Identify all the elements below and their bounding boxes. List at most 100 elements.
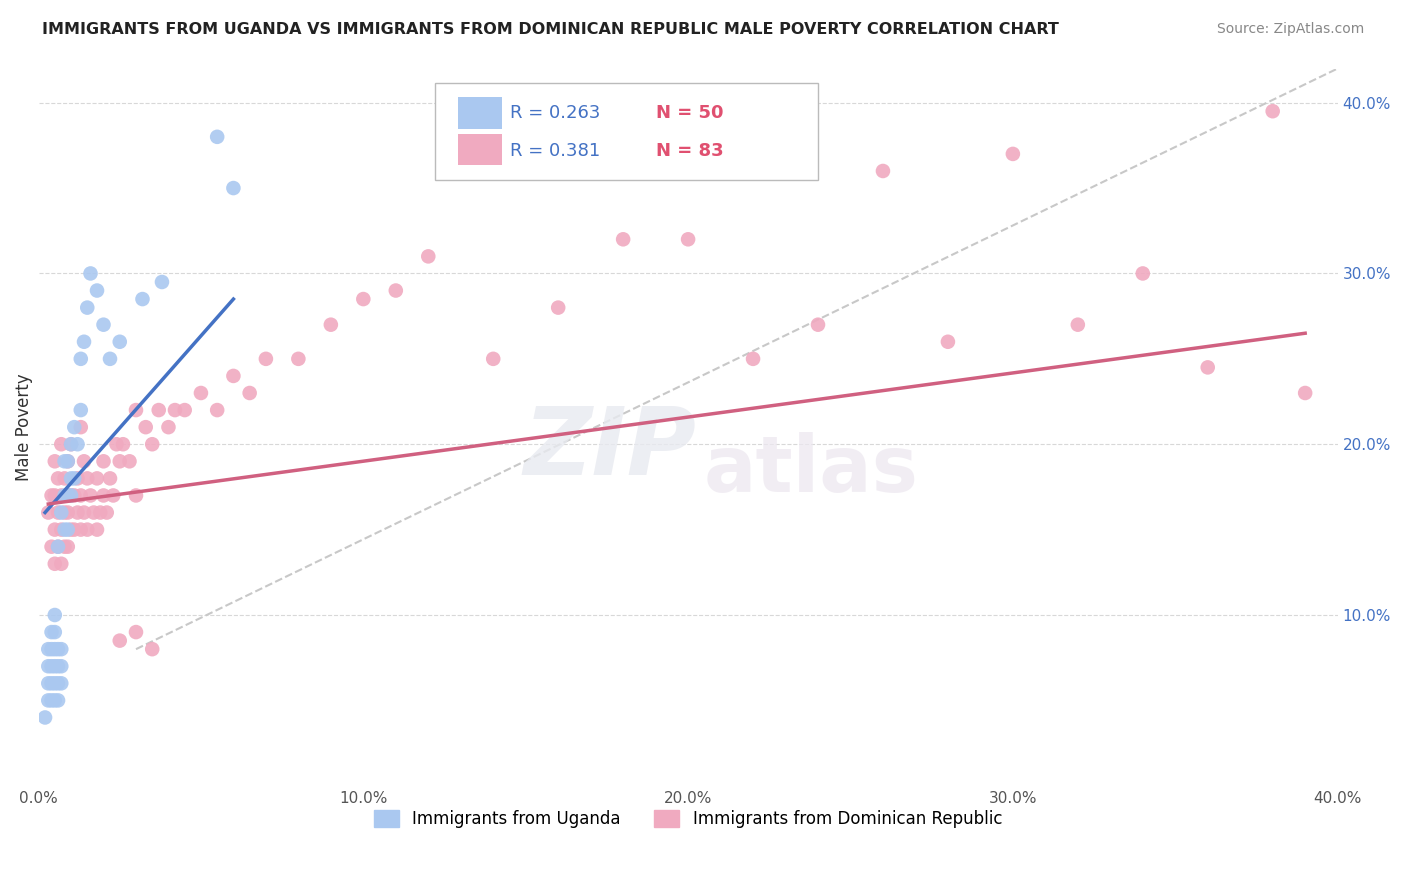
Point	[205, 129, 228, 144]
Point	[51, 523, 73, 537]
Point	[676, 232, 699, 246]
Point	[319, 318, 342, 332]
Point	[73, 334, 96, 349]
Point	[807, 318, 830, 332]
Point	[135, 420, 157, 434]
Point	[41, 540, 63, 554]
Point	[56, 454, 79, 468]
Point	[69, 523, 91, 537]
Text: R = 0.263: R = 0.263	[510, 104, 600, 122]
Point	[73, 506, 96, 520]
Point	[53, 523, 76, 537]
Point	[51, 642, 73, 657]
Point	[125, 403, 148, 417]
Text: N = 50: N = 50	[655, 104, 723, 122]
Point	[93, 454, 115, 468]
Point	[76, 523, 98, 537]
Point	[125, 625, 148, 640]
Point	[60, 471, 83, 485]
Point	[86, 523, 108, 537]
FancyBboxPatch shape	[434, 83, 818, 179]
Point	[111, 437, 134, 451]
Point	[56, 523, 79, 537]
Point	[936, 334, 959, 349]
Point	[46, 659, 69, 673]
Point	[37, 693, 59, 707]
Point	[352, 292, 374, 306]
Point	[93, 318, 115, 332]
Point	[41, 676, 63, 690]
Point	[131, 292, 153, 306]
Point	[79, 488, 101, 502]
Point	[254, 351, 277, 366]
Point	[69, 488, 91, 502]
Point	[51, 506, 73, 520]
Point	[93, 488, 115, 502]
Point	[612, 232, 634, 246]
Point	[105, 437, 128, 451]
Point	[46, 506, 69, 520]
Text: N = 83: N = 83	[655, 142, 723, 160]
Point	[190, 386, 212, 401]
Point	[157, 420, 180, 434]
Point	[69, 351, 91, 366]
Point	[44, 676, 66, 690]
Point	[60, 488, 83, 502]
Point	[44, 625, 66, 640]
Y-axis label: Male Poverty: Male Poverty	[15, 374, 32, 481]
Point	[56, 454, 79, 468]
Point	[63, 471, 86, 485]
Point	[98, 471, 121, 485]
Point	[287, 351, 309, 366]
Point	[44, 693, 66, 707]
Point	[41, 488, 63, 502]
Point	[41, 693, 63, 707]
Point	[53, 506, 76, 520]
Point	[1067, 318, 1090, 332]
Point	[96, 506, 118, 520]
Point	[148, 403, 170, 417]
Point	[1132, 267, 1154, 281]
Point	[46, 540, 69, 554]
Point	[53, 540, 76, 554]
Point	[53, 488, 76, 502]
Point	[222, 368, 245, 383]
Point	[53, 471, 76, 485]
Point	[37, 676, 59, 690]
Point	[872, 164, 894, 178]
Point	[60, 437, 83, 451]
Point	[37, 506, 59, 520]
Point	[205, 403, 228, 417]
Point	[76, 301, 98, 315]
Point	[53, 454, 76, 468]
Point	[1197, 360, 1219, 375]
Point	[482, 351, 505, 366]
Legend: Immigrants from Uganda, Immigrants from Dominican Republic: Immigrants from Uganda, Immigrants from …	[367, 804, 1008, 835]
Point	[51, 488, 73, 502]
Point	[1261, 104, 1284, 119]
Point	[51, 676, 73, 690]
Point	[118, 454, 141, 468]
Point	[44, 642, 66, 657]
Point	[76, 471, 98, 485]
Point	[44, 488, 66, 502]
Point	[46, 642, 69, 657]
Point	[46, 676, 69, 690]
Text: ZIP: ZIP	[523, 402, 696, 495]
Point	[742, 351, 765, 366]
Point	[51, 659, 73, 673]
Point	[108, 633, 131, 648]
Point	[63, 488, 86, 502]
Point	[98, 351, 121, 366]
Point	[46, 693, 69, 707]
Point	[173, 403, 195, 417]
Point	[79, 267, 101, 281]
Point	[44, 659, 66, 673]
Point	[69, 420, 91, 434]
Point	[108, 454, 131, 468]
Point	[108, 334, 131, 349]
Text: Source: ZipAtlas.com: Source: ZipAtlas.com	[1216, 22, 1364, 37]
Point	[44, 557, 66, 571]
Point	[51, 557, 73, 571]
Text: atlas: atlas	[704, 433, 920, 508]
